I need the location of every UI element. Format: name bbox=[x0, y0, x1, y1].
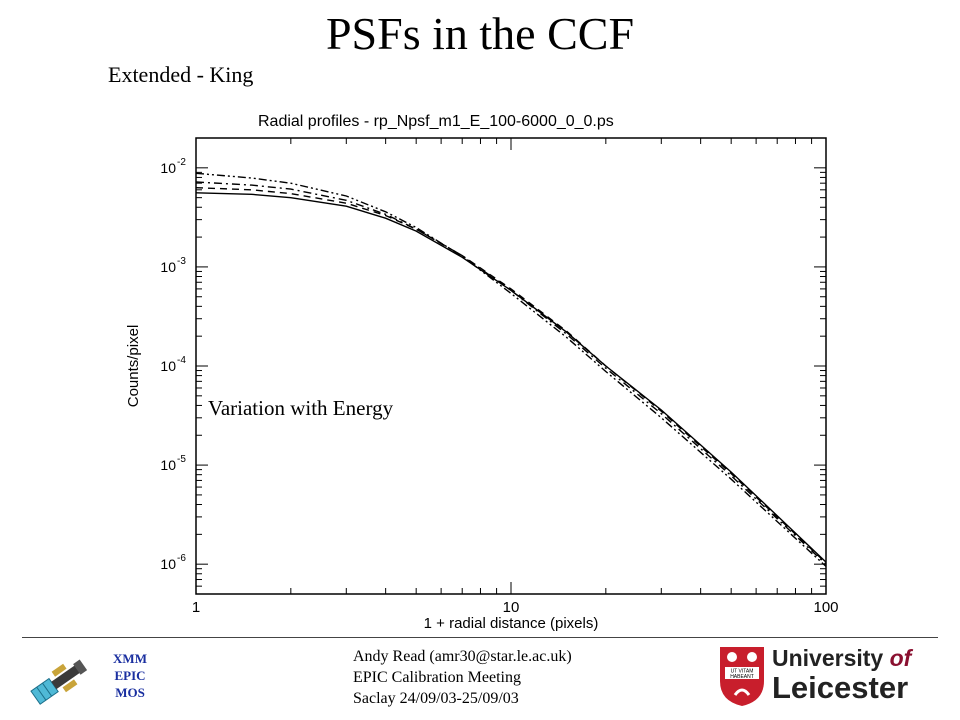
footer-label-line: XMM bbox=[113, 651, 147, 666]
meeting-date: Saclay 24/09/03-25/09/03 bbox=[353, 690, 519, 707]
presenter-name: Andy Read (amr30@star.le.ac.uk) bbox=[353, 648, 572, 665]
x-tick-label: 10 bbox=[503, 599, 520, 616]
y-tick-exponent: -2 bbox=[177, 157, 186, 168]
university-name: University of Leicester bbox=[772, 645, 911, 705]
xmm-epic-mos-label: XMM EPIC MOS bbox=[100, 650, 160, 701]
x-axis-label: 1 + radial distance (pixels) bbox=[424, 615, 599, 632]
energy-variation-label: Variation with Energy bbox=[208, 395, 394, 421]
x-tick-label: 1 bbox=[192, 599, 200, 616]
series-line-dash-dot-dot bbox=[195, 172, 827, 567]
y-tick-label: 10 bbox=[160, 457, 176, 473]
of-word: of bbox=[889, 645, 912, 671]
university-word: University bbox=[772, 645, 884, 671]
x-tick-label: 100 bbox=[813, 599, 838, 616]
leicester-word: Leicester bbox=[772, 670, 909, 705]
shield-motto-2: HABEANT bbox=[730, 674, 754, 680]
footer-label-line: MOS bbox=[115, 685, 145, 700]
satellite-icon bbox=[30, 659, 88, 705]
axis-ticks bbox=[195, 137, 826, 595]
meeting-name: EPIC Calibration Meeting bbox=[353, 669, 521, 686]
y-tick-exponent: -3 bbox=[177, 256, 186, 267]
footer-label-line: EPIC bbox=[114, 668, 146, 683]
series-line-solid bbox=[195, 192, 827, 563]
shield-motto-1: UT VITAM bbox=[731, 669, 754, 675]
y-tick-label: 10 bbox=[160, 259, 176, 275]
y-tick-label: 10 bbox=[160, 358, 176, 374]
series-line-dash-dot bbox=[195, 181, 827, 565]
radial-profile-chart: Radial profiles - rp_Npsf_m1_E_100-6000_… bbox=[125, 113, 839, 632]
y-tick-label: 10 bbox=[160, 556, 176, 572]
chart-title: Radial profiles - rp_Npsf_m1_E_100-6000_… bbox=[258, 113, 614, 130]
plot-frame bbox=[195, 137, 827, 595]
y-tick-label: 10 bbox=[160, 160, 176, 176]
series-line-dashed bbox=[195, 187, 827, 564]
y-tick-exponent: -4 bbox=[177, 355, 186, 366]
series-lines bbox=[195, 172, 827, 567]
slide-title: PSFs in the CCF bbox=[325, 8, 635, 59]
presenter-info: Andy Read (amr30@star.le.ac.uk) EPIC Cal… bbox=[353, 646, 572, 709]
footer-divider bbox=[22, 637, 938, 638]
y-axis-label: Counts/pixel bbox=[125, 325, 142, 408]
university-logo: UT VITAM HABEANT bbox=[720, 647, 764, 706]
y-tick-exponent: -6 bbox=[177, 553, 186, 564]
y-tick-exponent: -5 bbox=[177, 454, 186, 465]
slide-subtitle: Extended - King bbox=[108, 62, 254, 87]
